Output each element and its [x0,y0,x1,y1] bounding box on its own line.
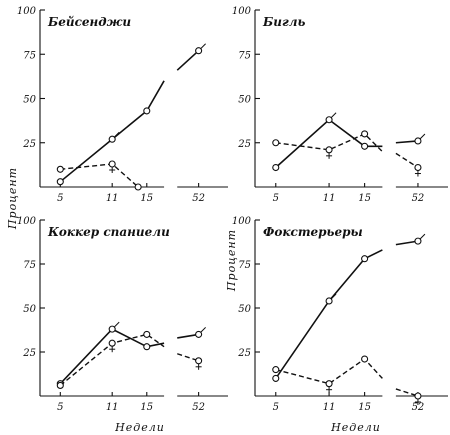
x-tick-label: 11 [106,402,119,413]
y-tick-label: 75 [238,50,251,61]
male-point [272,163,280,172]
female-point [361,355,369,363]
male-symbol [330,293,337,300]
male-symbol [419,133,426,140]
panel-title: Бейсенджи [47,15,131,29]
male-symbol [419,233,426,240]
male-point-52 [414,137,422,145]
y-tick-label: 100 [17,6,37,17]
female-point [272,139,280,147]
panel-1: 25 50 75 100 5 11 15 52 Бейсенджи [17,6,228,204]
female-point-52 [414,392,422,400]
y-tick-label: 50 [238,95,251,106]
male-point [361,142,369,150]
male-point [108,325,116,333]
female-series-line [60,163,139,188]
female-point [325,380,333,388]
panel-title: Фокстерьеры [263,225,363,239]
female-series-tail [395,152,419,169]
y-tick-label: 25 [237,139,251,150]
x-tick-label: 52 [192,402,205,413]
y-axis-label-top: Процент [6,167,19,230]
y-tick-label: 25 [22,139,36,150]
x-tick-label: 15 [140,402,153,413]
x-tick-label: 11 [106,193,119,204]
female-point [272,366,280,374]
y-tick-label: 100 [232,216,252,227]
male-point-52 [414,237,422,245]
male-symbol [113,131,120,138]
x-tick-label: 15 [140,193,153,204]
x-axis-label-left: Недели [114,421,165,434]
panel-title: Коккер спаниели [47,225,170,239]
male-point [56,178,64,186]
panel-4: 25 50 75 100 5 11 15 52 Фокстерьеры [232,216,448,413]
female-point [143,330,151,338]
male-point [108,135,116,143]
male-point [325,297,333,305]
female-point [361,130,369,138]
female-point-52 [414,163,422,172]
x-tick-label: 5 [273,193,279,204]
male-point [325,116,333,124]
female-series-tail [177,353,199,362]
x-tick-label: 15 [358,402,371,413]
male-series-line [59,328,165,385]
female-point [134,183,142,191]
male-point [143,343,151,351]
male-series-line [275,249,383,379]
y-tick-label: 25 [237,348,251,359]
male-point [361,255,369,263]
male-symbol [200,327,206,333]
x-tick-label: 5 [57,193,63,204]
male-point-52 [195,47,203,55]
male-symbol [200,43,206,50]
x-tick-label: 52 [412,402,425,413]
female-series-line [275,358,383,385]
x-tick-label: 52 [412,193,425,204]
x-tick-label: 5 [57,402,63,413]
x-tick-label: 11 [323,193,336,204]
male-series-line [275,118,383,169]
y-axis-label-bottom: Процент [225,229,238,292]
female-point [56,165,64,173]
x-tick-label: 52 [192,193,205,204]
male-symbol [330,112,337,119]
x-tick-label: 15 [358,193,371,204]
male-point-52 [195,330,203,338]
female-point [108,160,116,168]
y-tick-label: 75 [23,260,36,271]
male-series-tail [177,333,199,339]
y-tick-label: 50 [23,95,36,106]
y-tick-label: 75 [23,50,36,61]
y-tick-label: 100 [17,216,37,227]
female-point [56,381,64,389]
panel-2: 25 50 75 100 5 11 15 52 Бигль [232,6,448,204]
female-series-line [275,133,383,153]
x-axis-label-right: Недели [330,421,381,434]
y-tick-label: 50 [238,304,251,315]
female-series-line [59,333,165,386]
x-tick-label: 5 [273,402,279,413]
x-tick-label: 11 [323,402,336,413]
y-tick-label: 100 [232,6,252,17]
male-series-line [59,80,165,183]
male-series-tail [176,50,200,71]
female-point [325,146,333,154]
male-point [143,107,151,115]
male-series-tail [395,240,419,246]
y-tick-label: 25 [22,348,36,359]
panel-3: 25 50 75 100 5 11 15 52 Коккер спаниели [17,216,228,413]
male-series-tail [395,140,419,144]
male-point [272,374,280,382]
panel-title: Бигль [262,15,306,29]
male-symbol [113,321,120,328]
female-series-tail [395,388,419,397]
y-tick-label: 75 [238,260,251,271]
female-point-52 [195,357,203,365]
female-point [108,339,116,347]
y-tick-label: 50 [23,304,36,315]
